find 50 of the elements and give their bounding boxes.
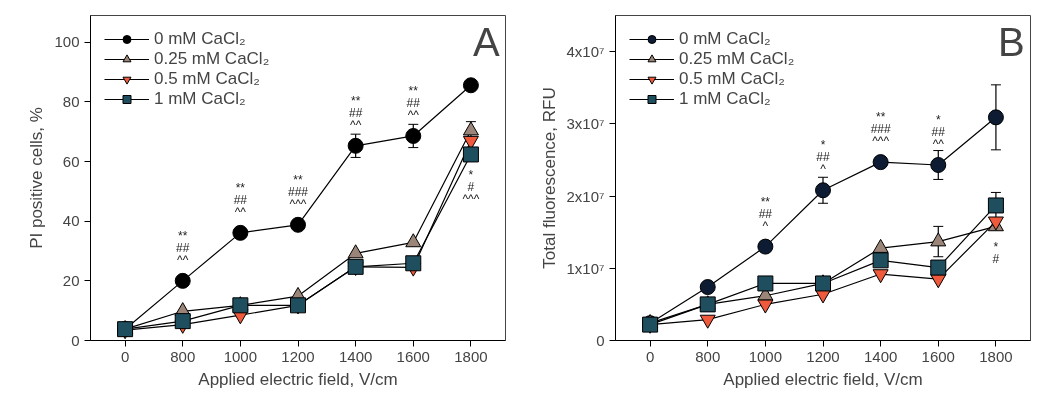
annotation: * # ^^^ — [462, 168, 480, 207]
y-tick-label: 3x10⁷ — [566, 115, 605, 133]
x-tick-label: 1400 — [863, 347, 898, 365]
x-tick-label: 0 — [645, 347, 655, 365]
annotation: * ## ^ — [816, 138, 830, 177]
x-tick-label: 800 — [170, 347, 196, 365]
x-tick-label: 1000 — [223, 347, 258, 365]
y-tick-label: 40 — [62, 212, 80, 230]
y-tick-label: 80 — [62, 92, 80, 110]
x-tick-label: 1200 — [281, 347, 315, 365]
x-axis-title: Applied electric field, V/cm — [198, 369, 398, 389]
legend-label: 1 mM CaCl₂ — [679, 89, 771, 109]
legend-label: 1 mM CaCl₂ — [154, 89, 246, 109]
x-tick-label: 0 — [120, 347, 130, 365]
y-axis-title: Total fluorescence, RFU — [539, 87, 559, 269]
annotation: ** ## ^^ — [406, 84, 421, 122]
annotation: ** ## ^^ — [348, 94, 363, 132]
y-tick-label: 2x10⁷ — [566, 187, 605, 205]
legend-label: 0.25 mM CaCl₂ — [679, 49, 795, 69]
y-tick-label: 20 — [62, 271, 80, 289]
annotation: ** ### ^^^ — [287, 173, 309, 211]
legend-label: 0 mM CaCl₂ — [154, 29, 246, 49]
y-tick-label: 100 — [54, 33, 80, 51]
annotation: A — [473, 19, 501, 64]
y-tick-label: 0 — [71, 331, 80, 349]
x-tick-label: 1600 — [921, 347, 955, 365]
annotation: * ## ^^ — [931, 113, 946, 151]
legend-label: 0.5 mM CaCl₂ — [679, 69, 785, 89]
x-tick-label: 1800 — [979, 347, 1013, 365]
y-tick-label: 0 — [596, 332, 605, 349]
annotation: ** ### ^^^ — [870, 110, 891, 149]
annotation: ** ## ^ — [758, 194, 773, 233]
annotation: ** ## ^^ — [176, 229, 190, 267]
y-tick-label: 1x10⁷ — [566, 259, 605, 277]
x-tick-label: 1200 — [806, 347, 840, 365]
legend-label: 0 mM CaCl₂ — [679, 29, 771, 49]
x-tick-label: 1800 — [454, 347, 488, 365]
annotation: ** ## ^^ — [233, 181, 248, 219]
y-axis-title: PI positive cells, % — [27, 107, 47, 249]
x-axis-title: Applied electric field, V/cm — [723, 369, 923, 389]
legend-label: 0.5 mM CaCl₂ — [154, 69, 260, 89]
y-tick-label: 60 — [62, 152, 80, 170]
x-tick-label: 1000 — [748, 347, 783, 365]
x-tick-label: 800 — [695, 347, 721, 365]
legend-label: 0.25 mM CaCl₂ — [154, 49, 270, 69]
y-tick-label: 4x10⁷ — [566, 43, 605, 61]
x-tick-label: 1400 — [338, 347, 373, 365]
x-tick-label: 1600 — [396, 347, 430, 365]
annotation: * # — [992, 240, 1000, 267]
annotation: B — [998, 19, 1025, 64]
